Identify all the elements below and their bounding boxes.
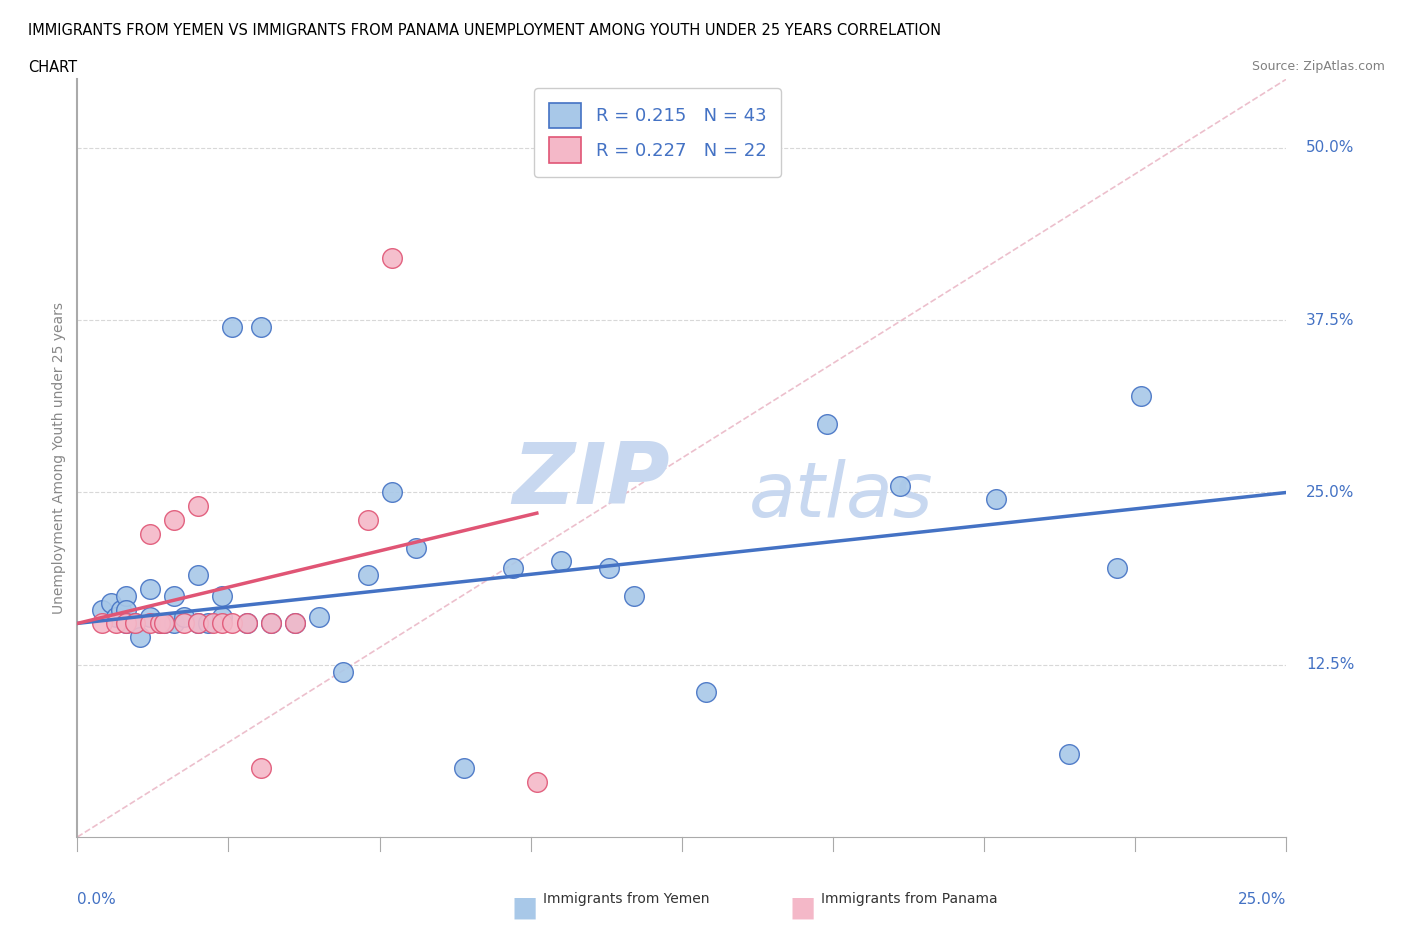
Point xyxy=(173,616,195,631)
Point xyxy=(889,478,911,493)
Point xyxy=(129,630,152,644)
Text: ZIP: ZIP xyxy=(513,439,671,523)
Point xyxy=(695,684,717,699)
Point xyxy=(356,512,378,527)
Point xyxy=(211,616,233,631)
Point xyxy=(1107,561,1129,576)
Point xyxy=(163,512,186,527)
Point xyxy=(235,616,257,631)
Text: CHART: CHART xyxy=(28,60,77,75)
Point xyxy=(308,609,330,624)
Point xyxy=(623,589,645,604)
Point xyxy=(197,616,219,631)
Text: Source: ZipAtlas.com: Source: ZipAtlas.com xyxy=(1251,60,1385,73)
Point xyxy=(235,616,257,631)
Point xyxy=(1130,389,1153,404)
Text: ■: ■ xyxy=(790,894,815,922)
Point xyxy=(124,616,146,631)
Point xyxy=(153,616,176,631)
Point xyxy=(332,664,354,679)
Point xyxy=(110,603,132,618)
Point xyxy=(381,251,404,266)
Point xyxy=(221,320,243,335)
Point xyxy=(114,603,136,618)
Y-axis label: Unemployment Among Youth under 25 years: Unemployment Among Youth under 25 years xyxy=(52,302,66,614)
Text: 0.0%: 0.0% xyxy=(77,892,117,907)
Point xyxy=(550,554,572,569)
Point xyxy=(139,616,162,631)
Point xyxy=(124,616,146,631)
Point xyxy=(187,616,209,631)
Point xyxy=(90,603,112,618)
Point xyxy=(163,616,186,631)
Point xyxy=(114,616,136,631)
Point xyxy=(139,609,162,624)
Point xyxy=(139,581,162,596)
Point xyxy=(815,416,838,431)
Text: Immigrants from Yemen: Immigrants from Yemen xyxy=(543,892,710,906)
Point xyxy=(284,616,307,631)
Point xyxy=(114,589,136,604)
Point xyxy=(139,526,162,541)
Point xyxy=(90,616,112,631)
Point xyxy=(153,616,176,631)
Point xyxy=(187,616,209,631)
Point xyxy=(284,616,307,631)
Text: 12.5%: 12.5% xyxy=(1306,658,1354,672)
Point xyxy=(250,320,273,335)
Text: 37.5%: 37.5% xyxy=(1306,312,1354,327)
Point xyxy=(405,540,427,555)
Point xyxy=(114,616,136,631)
Point xyxy=(187,498,209,513)
Point xyxy=(986,492,1008,507)
Text: Immigrants from Panama: Immigrants from Panama xyxy=(821,892,998,906)
Point xyxy=(526,775,548,790)
Text: 25.0%: 25.0% xyxy=(1239,892,1286,907)
Text: 25.0%: 25.0% xyxy=(1306,485,1354,500)
Text: IMMIGRANTS FROM YEMEN VS IMMIGRANTS FROM PANAMA UNEMPLOYMENT AMONG YOUTH UNDER 2: IMMIGRANTS FROM YEMEN VS IMMIGRANTS FROM… xyxy=(28,23,941,38)
Point xyxy=(453,761,475,776)
Point xyxy=(201,616,224,631)
Point xyxy=(221,616,243,631)
Point xyxy=(211,609,233,624)
Legend: R = 0.215   N = 43, R = 0.227   N = 22: R = 0.215 N = 43, R = 0.227 N = 22 xyxy=(534,88,780,177)
Point xyxy=(356,567,378,582)
Point xyxy=(598,561,620,576)
Text: 50.0%: 50.0% xyxy=(1306,140,1354,155)
Point xyxy=(1057,747,1080,762)
Point xyxy=(187,567,209,582)
Point xyxy=(211,589,233,604)
Point xyxy=(250,761,273,776)
Point xyxy=(148,616,170,631)
Point xyxy=(173,609,195,624)
Point xyxy=(148,616,170,631)
Text: ■: ■ xyxy=(512,894,538,922)
Point xyxy=(260,616,283,631)
Point xyxy=(100,595,122,610)
Point xyxy=(260,616,283,631)
Point xyxy=(381,485,404,500)
Point xyxy=(163,589,186,604)
Point xyxy=(105,609,128,624)
Text: atlas: atlas xyxy=(748,458,934,533)
Point xyxy=(502,561,524,576)
Point xyxy=(105,616,128,631)
